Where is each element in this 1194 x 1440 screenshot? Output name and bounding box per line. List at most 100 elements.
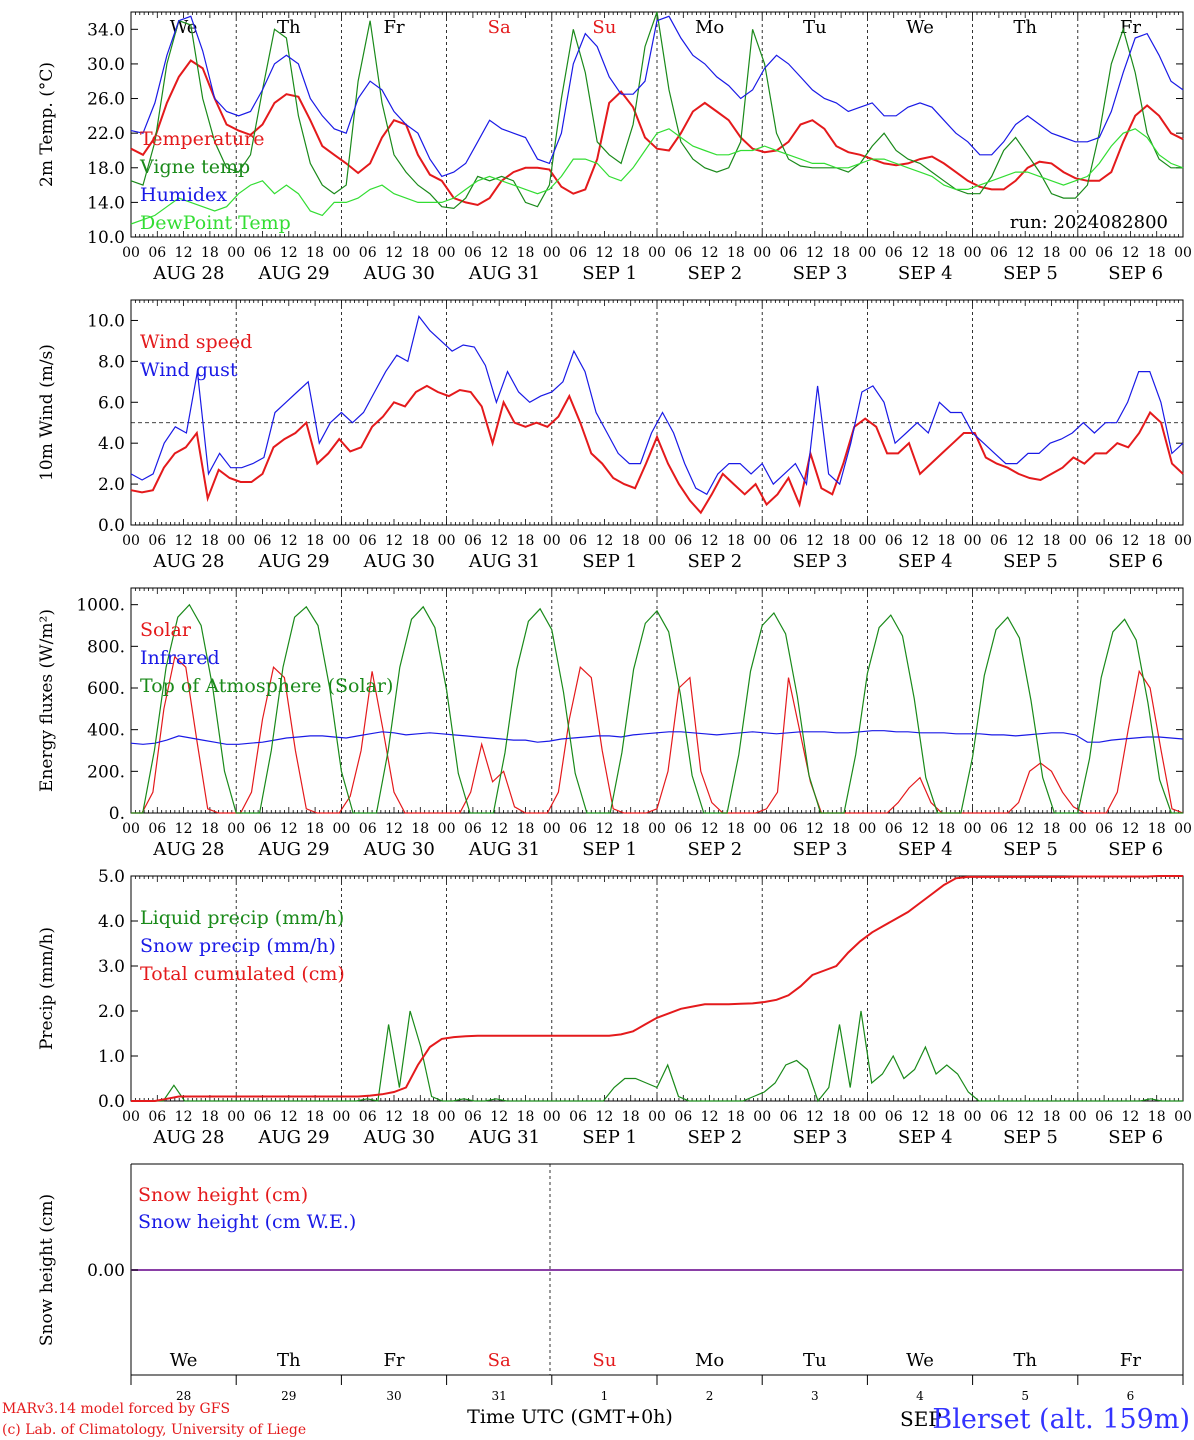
y-tick-label: 0.00	[87, 1261, 125, 1281]
hour-tick-label: 00	[543, 821, 561, 837]
series-line	[130, 315, 1184, 496]
hour-tick-label: 18	[832, 245, 850, 261]
hour-tick-label: 12	[701, 821, 719, 837]
day-number-label: 29	[281, 1389, 296, 1403]
hour-tick-label: 06	[254, 821, 272, 837]
hour-tick-label: 18	[1043, 245, 1061, 261]
hour-tick-label: 00	[858, 1109, 876, 1125]
series-line	[130, 11, 1183, 210]
hour-tick-label: 12	[1121, 245, 1139, 261]
hour-tick-label: 06	[254, 1109, 272, 1125]
hour-tick-label: 00	[648, 1109, 666, 1125]
hour-tick-label: 18	[411, 245, 429, 261]
snow-panel: 0.00 Snow height (cm) Snow height (cm) Snow…	[37, 1163, 1184, 1403]
hour-tick-label: 12	[175, 245, 193, 261]
weekday-label: Tu	[803, 1350, 827, 1371]
hour-tick-label: 18	[727, 533, 745, 549]
y-tick-label: 2.0	[98, 475, 125, 495]
hour-tick-label: 00	[964, 533, 982, 549]
hour-tick-label: 06	[359, 1109, 377, 1125]
date-label: SEP 3	[793, 1127, 848, 1148]
y-tick-label: 800.	[87, 637, 125, 657]
hour-tick-label: 12	[490, 1109, 508, 1125]
date-label: AUG 30	[363, 1127, 435, 1148]
hour-tick-label: 12	[385, 1109, 403, 1125]
hour-tick-label: 12	[1121, 821, 1139, 837]
date-label: AUG 28	[152, 1127, 224, 1148]
hour-tick-label: 06	[464, 245, 482, 261]
hour-tick-label: 06	[674, 533, 692, 549]
hour-tick-label: 06	[464, 821, 482, 837]
y-tick-label: 0.	[109, 804, 125, 824]
hour-tick-label: 12	[701, 533, 719, 549]
hour-tick-label: 12	[1016, 1109, 1034, 1125]
legend-entry: DewPoint Temp	[140, 212, 291, 234]
date-label: SEP 3	[793, 551, 848, 572]
weekday-label: Th	[1013, 17, 1037, 38]
weekday-label: Fr	[1120, 1350, 1141, 1371]
day-number-label: 6	[1127, 1389, 1135, 1403]
legend-entry: Snow height (cm W.E.)	[138, 1211, 356, 1233]
series-line	[130, 15, 1184, 178]
weekday-label: We	[170, 17, 198, 38]
hour-tick-label: 18	[517, 1109, 535, 1125]
hour-tick-label: 06	[1095, 1109, 1113, 1125]
y-axis-label: 2m Temp. (°C)	[37, 62, 57, 187]
hour-tick-label: 12	[175, 533, 193, 549]
hour-tick-label: 18	[727, 1109, 745, 1125]
date-label: AUG 31	[468, 551, 540, 572]
y-tick-label: 10.0	[87, 228, 125, 248]
hour-tick-label: 18	[201, 821, 219, 837]
hour-tick-label: 12	[385, 821, 403, 837]
hour-tick-label: 06	[674, 245, 692, 261]
hour-tick-label: 00	[753, 821, 771, 837]
series-line	[130, 730, 1184, 745]
weekday-label: Th	[277, 1350, 301, 1371]
hour-tick-label: 00	[1174, 821, 1192, 837]
hour-tick-label: 00	[227, 821, 245, 837]
hour-tick-label: 12	[280, 245, 298, 261]
hour-tick-label: 00	[227, 245, 245, 261]
hour-tick-label: 00	[648, 821, 666, 837]
hour-tick-label: 12	[595, 245, 613, 261]
hour-tick-label: 18	[1148, 821, 1166, 837]
y-tick-label: 4.0	[98, 912, 125, 932]
y-tick-label: 26.0	[87, 90, 125, 110]
y-tick-label: 1.0	[98, 1047, 125, 1067]
hour-tick-label: 00	[122, 1109, 140, 1125]
hour-tick-label: 00	[332, 821, 350, 837]
hour-tick-label: 12	[280, 1109, 298, 1125]
legend-entry: Solar	[140, 619, 192, 641]
hour-tick-label: 18	[937, 821, 955, 837]
hour-tick-label: 06	[780, 533, 798, 549]
hour-tick-label: 00	[964, 245, 982, 261]
hour-tick-label: 18	[201, 1109, 219, 1125]
legend-entry: Vigne temp	[139, 156, 250, 178]
hour-tick-label: 18	[1148, 533, 1166, 549]
hour-tick-label: 00	[438, 533, 456, 549]
y-tick-label: 1000.	[76, 596, 125, 616]
hour-tick-label: 06	[780, 245, 798, 261]
date-label: SEP 4	[898, 263, 953, 284]
date-label: SEP 3	[793, 839, 848, 860]
date-label: AUG 31	[468, 1127, 540, 1148]
day-number-label: 28	[176, 1389, 191, 1403]
hour-tick-label: 06	[1095, 821, 1113, 837]
run-annotation: run: 2024082800	[1010, 212, 1168, 233]
day-number-label: 4	[916, 1389, 924, 1403]
hour-tick-label: 06	[254, 533, 272, 549]
y-tick-label: 4.0	[98, 434, 125, 454]
plot-frame	[130, 299, 1184, 526]
hour-tick-label: 18	[832, 1109, 850, 1125]
chart-wind: 10.0 8.0 6.0 4.0 2.0 0.0 10m Wind (m/s) Wind sp…	[37, 299, 1192, 572]
hour-tick-label: 06	[148, 533, 166, 549]
y-tick-label: 18.0	[87, 159, 125, 179]
weekday-label: Fr	[1120, 17, 1141, 38]
y-tick-label: 0.0	[98, 516, 125, 536]
hour-tick-label: 06	[990, 821, 1008, 837]
date-label: AUG 29	[257, 263, 329, 284]
hour-tick-label: 18	[937, 1109, 955, 1125]
series-line	[130, 384, 1184, 515]
weekday-label: Th	[277, 17, 301, 38]
hour-tick-label: 18	[622, 533, 640, 549]
